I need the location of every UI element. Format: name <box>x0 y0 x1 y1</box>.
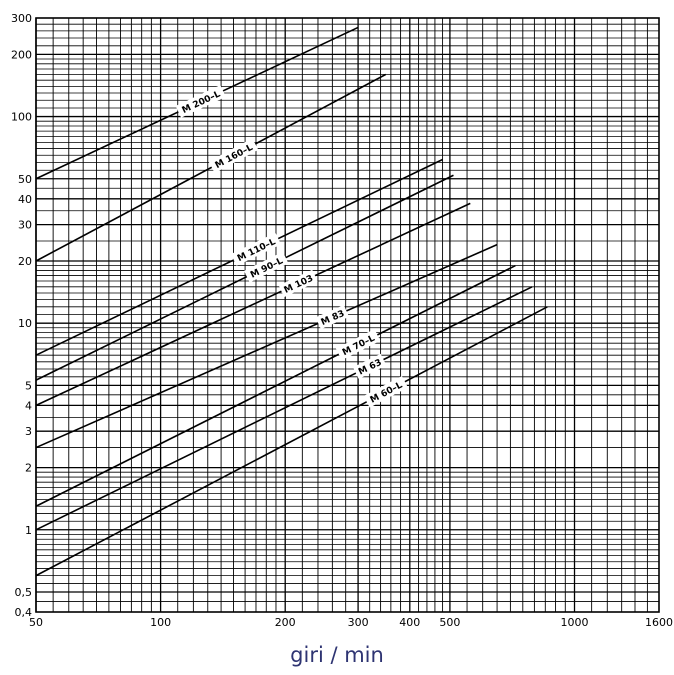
series-label: M 200–L <box>175 85 226 118</box>
series-label-bg <box>315 304 350 330</box>
x-tick-label: 100 <box>150 616 171 629</box>
series-label-bg <box>335 329 381 361</box>
series-label-bg <box>244 251 289 283</box>
x-tick-label: 400 <box>399 616 420 629</box>
y-tick-label: 10 <box>18 317 32 330</box>
series-line <box>35 264 516 507</box>
tick-labels: 50 100 200 300 400 500 1000 1600 0,4 0,5 1 2 3 4 5 10 20… <box>11 12 673 629</box>
series-label-bg <box>278 269 318 298</box>
x-tick-label: 500 <box>439 616 460 629</box>
plot-frame <box>35 17 660 613</box>
series-line <box>35 73 387 262</box>
y-tick-label: 300 <box>11 12 32 25</box>
x-axis-label: giri / min <box>290 643 384 667</box>
series-label-bg <box>352 353 387 379</box>
y-tick-label: 50 <box>18 173 32 186</box>
y-tick-label: 0,5 <box>15 586 33 599</box>
y-tick-label: 3 <box>25 425 32 438</box>
series-label-bg <box>363 375 408 408</box>
series-line <box>35 286 533 531</box>
x-tick-label: 50 <box>29 616 43 629</box>
series-line <box>35 202 471 407</box>
series-label-bg <box>175 85 226 118</box>
y-tick-label: 100 <box>11 111 32 124</box>
y-tick-label: 0,4 <box>15 606 33 619</box>
grid <box>35 17 660 613</box>
y-tick-label: 5 <box>25 379 32 392</box>
y-tick-label: 30 <box>18 219 32 232</box>
series-label: M 60–L <box>363 375 408 408</box>
x-tick-label: 200 <box>275 616 296 629</box>
y-tick-label: 2 <box>25 462 32 475</box>
series-line <box>35 306 548 577</box>
series-line <box>35 174 454 381</box>
y-tick-label: 4 <box>25 399 32 412</box>
y-tick-label: 1 <box>25 524 32 537</box>
series-line <box>35 243 498 449</box>
x-tick-label: 1600 <box>645 616 673 629</box>
x-tick-label: 300 <box>348 616 369 629</box>
series-label-bg <box>208 138 259 174</box>
series-label-bg <box>230 232 282 266</box>
y-tick-label: 20 <box>18 255 32 268</box>
y-tick-label: 40 <box>18 193 32 206</box>
x-tick-label: 1000 <box>561 616 589 629</box>
y-tick-label: 200 <box>11 48 32 61</box>
